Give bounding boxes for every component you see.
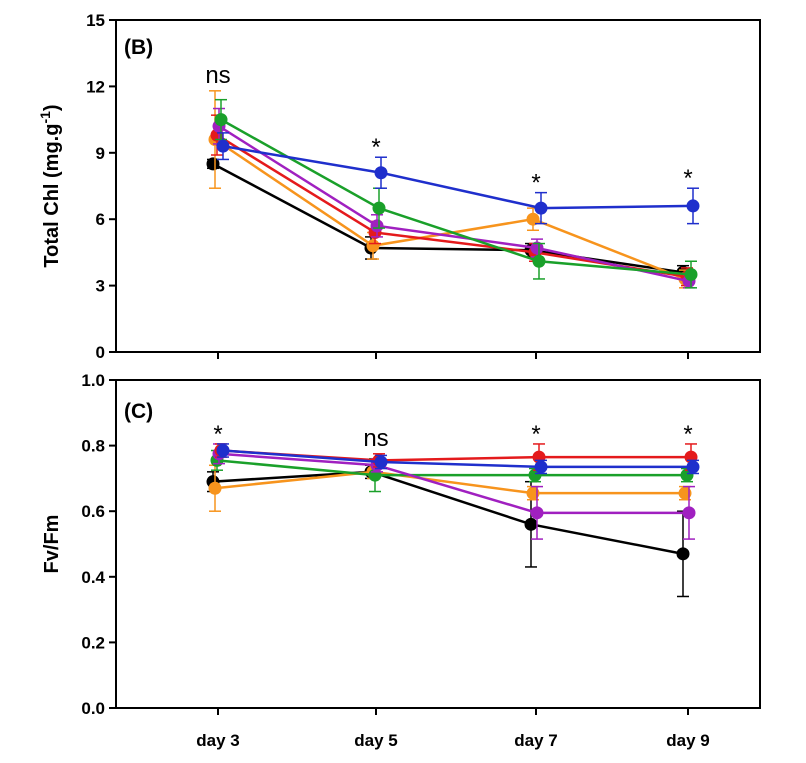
- significance-label: *: [531, 170, 540, 197]
- data-point: [676, 547, 690, 561]
- y-tick-label: 0.4: [81, 568, 105, 587]
- y-axis-title-text: Total Chl (mg.g: [41, 124, 63, 268]
- series-5: [216, 132, 700, 225]
- data-point: [530, 241, 544, 255]
- significance-label: ns: [363, 425, 388, 452]
- data-point: [686, 460, 700, 474]
- y-tick-label: 0.8: [81, 437, 105, 456]
- series-line: [218, 125, 690, 283]
- series-1: [208, 90, 692, 289]
- y-axis-title-end: ): [41, 104, 63, 111]
- series-line: [212, 162, 684, 274]
- series-1: [208, 464, 692, 512]
- data-point: [524, 517, 538, 531]
- series-line: [214, 138, 686, 281]
- y-tick-label: 15: [86, 11, 105, 30]
- significance-label: ns: [205, 62, 230, 89]
- significance-label: *: [371, 134, 380, 161]
- series-line: [220, 118, 692, 276]
- data-point: [216, 444, 230, 458]
- data-point: [214, 113, 228, 127]
- data-point: [526, 212, 540, 226]
- y-axis-title-text: Fv/Fm: [41, 515, 63, 574]
- data-point: [682, 506, 696, 520]
- panel-label: (C): [124, 400, 153, 423]
- significance-label: *: [531, 421, 540, 448]
- data-point: [206, 157, 220, 171]
- series-line: [216, 459, 687, 477]
- series-0: [206, 157, 690, 280]
- y-axis-title: Fv/Fm: [41, 515, 63, 574]
- data-point: [208, 481, 222, 495]
- series-0: [206, 464, 690, 598]
- series-3: [212, 107, 696, 289]
- series-4: [214, 98, 698, 289]
- data-point: [216, 139, 230, 153]
- data-point: [366, 239, 380, 253]
- data-point: [370, 219, 384, 233]
- data-point: [686, 199, 700, 213]
- data-point: [374, 166, 388, 180]
- significance-label: *: [683, 165, 692, 192]
- plot-frame: [115, 379, 761, 709]
- data-point: [374, 455, 388, 469]
- plot-frame: [115, 19, 761, 353]
- y-tick-label: 0: [96, 343, 105, 362]
- data-point: [532, 254, 546, 268]
- y-tick-label: 6: [96, 210, 105, 229]
- y-tick-label: 9: [96, 144, 105, 163]
- series-line: [218, 452, 689, 515]
- y-tick-label: 1.0: [81, 371, 105, 390]
- data-point: [534, 460, 548, 474]
- chart-panel-c: 0.0 0.2 0.4 0.6 0.8 1.0 Fv/Fm (C) * ns * *: [41, 371, 761, 718]
- data-point: [684, 268, 698, 282]
- y-tick-label: 0.2: [81, 633, 105, 652]
- y-axis-title: Total Chl (mg.g-1): [37, 104, 63, 267]
- series-line: [222, 449, 693, 469]
- x-axis-tick-labels: day 3 day 5 day 7 day 9: [196, 731, 709, 750]
- data-point: [530, 506, 544, 520]
- x-tick-label: day 3: [196, 731, 239, 750]
- data-point: [534, 201, 548, 215]
- y-tick-label: 0.0: [81, 699, 105, 718]
- y-tick-label: 0.6: [81, 502, 105, 521]
- data-point: [372, 201, 386, 215]
- x-tick-label: day 7: [514, 731, 557, 750]
- chart-panel-b: 0 3 6 9 12 15 Total Chl (mg.g-1) (B) ns * * *: [37, 11, 761, 362]
- y-axis-title-superscript: -1: [37, 111, 53, 124]
- x-tick-label: day 5: [354, 731, 397, 750]
- significance-label: *: [213, 421, 222, 448]
- y-tick-label: 12: [86, 77, 105, 96]
- series-line: [222, 144, 694, 210]
- y-tick-label: 3: [96, 277, 105, 296]
- series-line: [214, 470, 685, 495]
- significance-label: *: [683, 421, 692, 448]
- series-line: [212, 470, 684, 556]
- panel-label: (B): [124, 36, 153, 59]
- x-tick-label: day 9: [666, 731, 709, 750]
- series-5: [216, 443, 700, 475]
